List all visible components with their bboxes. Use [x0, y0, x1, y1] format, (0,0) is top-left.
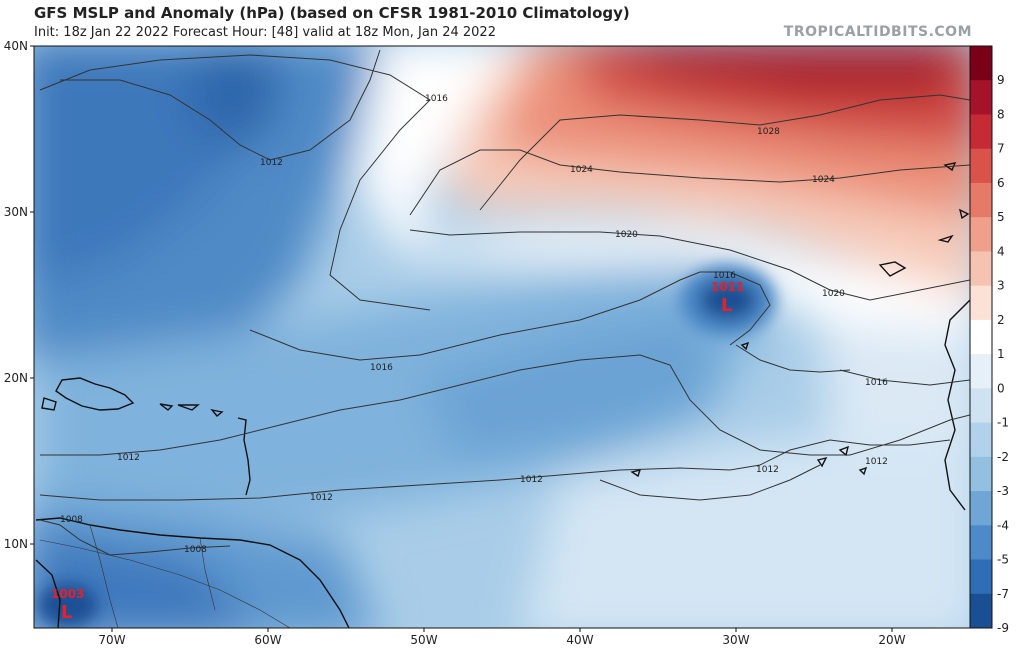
lat-label-20n: 20N	[4, 371, 28, 385]
isobar-label-1016-west: 1016	[370, 363, 393, 373]
isobar-label-1016-storm: 1016	[713, 271, 736, 281]
colorbar-swatch	[970, 388, 992, 424]
low-symbol-caribbean: L	[61, 602, 72, 623]
axis-ticks	[30, 45, 893, 632]
isobar-label-1020-center: 1020	[615, 230, 638, 240]
colorbar-label: 4	[997, 244, 1005, 258]
colorbar-swatch	[970, 559, 992, 595]
colorbar-swatch	[970, 46, 992, 81]
map-subtitle: Init: 18z Jan 22 2022 Forecast Hour: [48…	[34, 25, 496, 40]
isobar-label-1012-west: 1012	[117, 453, 140, 463]
colorbar-label: 3	[997, 279, 1005, 293]
colorbar-swatch	[970, 422, 992, 458]
colorbar-label: -9	[997, 621, 1009, 635]
anomaly-field	[34, 46, 970, 628]
low-pressure-value-storm: 1011	[711, 280, 744, 294]
lon-label-50w: 50W	[410, 633, 437, 647]
isobar-label-1012-south: 1012	[520, 475, 543, 485]
isobar-labels: 1016 1012 1028 1024 1024 1020 1020 1016 …	[60, 94, 888, 555]
low-symbol-storm: L	[721, 295, 732, 316]
isobar-label-1024-east: 1024	[812, 175, 835, 185]
low-pressure-value-caribbean: 1003	[51, 587, 84, 601]
colorbar-label: -5	[997, 553, 1009, 567]
colorbar-swatch	[970, 491, 992, 526]
isobar-label-1016-east: 1016	[865, 378, 888, 388]
isobar-label-1016-north: 1016	[425, 94, 448, 104]
isobar-label-1012-east: 1012	[865, 457, 888, 467]
lat-label-40n: 40N	[4, 39, 28, 53]
isobar-label-1024-west: 1024	[570, 165, 593, 175]
colorbar-swatch	[970, 80, 992, 115]
colorbar-label: -4	[997, 518, 1009, 532]
colorbar-label: 0	[997, 381, 1005, 395]
colorbar-label: 8	[997, 107, 1005, 121]
colorbar-label: -1	[997, 416, 1009, 430]
colorbar-swatch	[970, 217, 992, 252]
colorbar-swatch	[970, 182, 992, 218]
colorbar-label: 6	[997, 176, 1005, 190]
borders	[39, 524, 291, 628]
lon-label-40w: 40W	[566, 633, 593, 647]
isobar-label-1008-center: 1008	[184, 545, 207, 555]
colorbar-swatch	[970, 319, 992, 355]
anomaly-colorbar: 9 8 7 6 5 4 3 2 1 0 -1 -2 -3 -4 -5 -7 -9	[969, 45, 1009, 635]
colorbar-swatch	[970, 525, 992, 561]
colorbar-frame	[969, 45, 993, 629]
lon-label-70w: 70W	[98, 633, 125, 647]
colorbar-label: 5	[997, 210, 1005, 224]
isobar-label-1012-north: 1012	[260, 158, 283, 168]
isobar-label-1008-west: 1008	[60, 515, 83, 525]
lon-label-30w: 30W	[722, 633, 749, 647]
colorbar-swatch	[970, 354, 992, 389]
colorbar-swatch	[970, 148, 992, 184]
colorbar-swatch	[970, 114, 992, 150]
colorbar-label: 1	[997, 347, 1005, 361]
isobar-lines	[39, 49, 970, 556]
colorbar-label: 9	[997, 73, 1005, 87]
colorbar-swatch	[970, 593, 992, 629]
colorbar-label: 2	[997, 313, 1005, 327]
latitude-labels: 40N 30N 20N 10N	[4, 39, 28, 551]
colorbar-swatch	[970, 285, 992, 321]
map-title: GFS MSLP and Anomaly (hPa) (based on CFS…	[34, 4, 630, 22]
colorbar-label: -3	[997, 484, 1009, 498]
brand-watermark: TROPICALTIDBITS.COM	[783, 24, 972, 40]
colorbar-label: 7	[997, 142, 1005, 156]
longitude-labels: 70W 60W 50W 40W 30W 20W	[98, 633, 905, 647]
colorbar-label: -2	[997, 450, 1009, 464]
colorbar-swatch	[970, 251, 992, 287]
lat-label-10n: 10N	[4, 537, 28, 551]
lon-label-60w: 60W	[254, 633, 281, 647]
low-pressure-markers: 1011 L 1003 L	[51, 280, 744, 623]
lon-label-20w: 20W	[878, 633, 905, 647]
colorbar-label: -7	[997, 587, 1009, 601]
isobar-label-1028: 1028	[757, 127, 780, 137]
isobar-label-1020-east: 1020	[822, 289, 845, 299]
isobar-label-1012-southwest: 1012	[310, 493, 333, 503]
lat-label-30n: 30N	[4, 205, 28, 219]
colorbar-swatch	[970, 456, 992, 492]
isobar-label-1012-southeast: 1012	[756, 465, 779, 475]
